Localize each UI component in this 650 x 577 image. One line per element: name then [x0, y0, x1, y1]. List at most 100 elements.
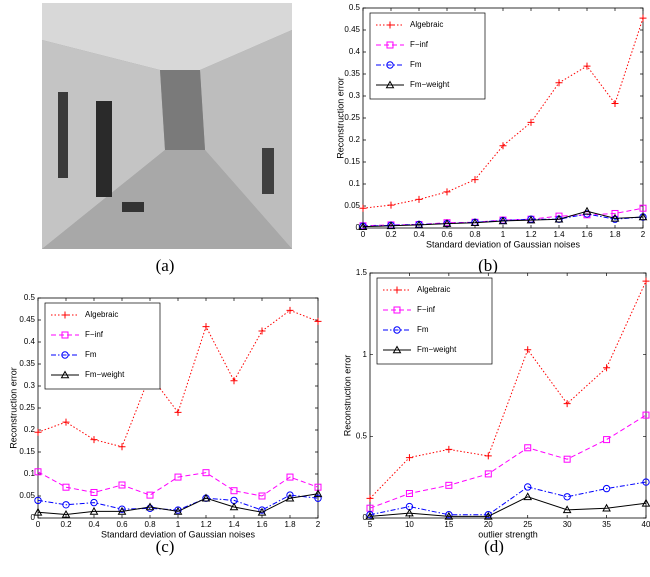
marker — [174, 473, 182, 481]
x-tick-label: 0 — [36, 520, 41, 529]
marker — [484, 452, 492, 460]
marker — [61, 311, 69, 319]
marker — [118, 505, 126, 513]
marker — [62, 418, 70, 426]
marker — [60, 370, 70, 379]
marker — [603, 364, 611, 372]
marker — [524, 483, 532, 491]
marker — [405, 454, 413, 462]
y-tick-label: 0.2 — [349, 135, 361, 144]
marker — [611, 99, 619, 107]
x-tick-label: 1.8 — [609, 230, 621, 239]
x-tick-label: 1.2 — [200, 520, 212, 529]
marker — [90, 498, 98, 507]
marker — [258, 506, 266, 514]
marker — [563, 455, 571, 463]
x-tick-label: 1 — [501, 230, 506, 239]
y-tick-label: 1 — [363, 350, 368, 359]
marker — [61, 509, 71, 518]
x-tick-label: 5 — [368, 520, 373, 529]
y-tick-label: 0.25 — [19, 403, 35, 412]
y-tick-label: 0 — [363, 513, 368, 522]
y-tick-label: 0.3 — [349, 91, 361, 100]
y-tick-label: 0.35 — [344, 69, 360, 78]
marker — [445, 481, 453, 489]
marker — [386, 21, 394, 29]
x-tick-label: 25 — [523, 520, 532, 529]
marker — [638, 212, 648, 221]
marker — [583, 62, 591, 70]
marker — [499, 142, 507, 150]
series-line — [362, 210, 644, 228]
marker — [202, 469, 210, 477]
marker — [405, 490, 413, 497]
y-tick-label: 0.15 — [19, 447, 35, 456]
y-tick-label: 0.5 — [356, 431, 368, 440]
marker — [386, 221, 396, 230]
y-tick-label: 0.25 — [344, 113, 360, 122]
y-tick-label: 0.05 — [19, 491, 35, 500]
y-tick-label: 0.45 — [344, 25, 360, 34]
marker — [173, 506, 183, 515]
series-line — [37, 493, 319, 515]
marker — [639, 204, 647, 212]
marker — [230, 487, 238, 495]
y-tick-label: 0.05 — [344, 201, 360, 210]
marker — [444, 511, 454, 520]
marker — [202, 323, 210, 331]
marker — [90, 488, 98, 496]
y-tick-label: 0 — [356, 223, 361, 232]
marker — [286, 306, 294, 314]
legend-label: Fm−weight — [410, 80, 450, 89]
y-tick-label: 0.5 — [24, 293, 36, 302]
marker — [415, 195, 423, 203]
marker — [387, 201, 395, 209]
y-axis-label: Reconstruction error — [8, 367, 18, 449]
x-tick-label: 0.4 — [88, 520, 100, 529]
marker — [258, 492, 266, 500]
legend-label: F−inf — [417, 305, 436, 314]
marker — [405, 508, 414, 517]
y-tick-label: 0.1 — [24, 469, 36, 478]
series-line — [37, 309, 319, 448]
y-tick-label: 0.1 — [349, 179, 361, 188]
legend-label: Algebraic — [85, 310, 118, 319]
y-tick-label: 1.5 — [356, 268, 368, 277]
marker — [146, 491, 154, 499]
marker — [385, 80, 395, 89]
x-tick-label: 35 — [602, 520, 611, 529]
legend-label: Fm−weight — [85, 370, 125, 379]
marker — [62, 501, 70, 509]
x-tick-label: 2 — [641, 230, 646, 239]
x-axis-label: Standard deviation of Gaussian noises — [426, 239, 581, 249]
x-axis-label: Standard deviation of Gaussian noises — [101, 529, 256, 539]
marker — [174, 408, 182, 416]
marker — [386, 61, 394, 69]
caption: (c) — [156, 537, 175, 556]
marker — [524, 346, 532, 354]
marker — [34, 496, 42, 505]
marker — [286, 473, 294, 481]
marker — [392, 345, 402, 354]
marker — [642, 478, 650, 486]
marker — [642, 277, 650, 285]
x-tick-label: 15 — [444, 520, 453, 529]
x-tick-label: 1.6 — [256, 520, 268, 529]
caption: (b) — [478, 256, 498, 275]
x-tick-label: 20 — [484, 520, 493, 529]
legend-label: Algebraic — [410, 20, 443, 29]
marker — [393, 286, 401, 294]
y-axis-label: Reconstruction error — [335, 77, 345, 159]
legend-label: Fm — [85, 350, 97, 359]
legend-label: Algebraic — [417, 285, 450, 294]
series-line — [369, 280, 647, 499]
marker — [639, 14, 647, 22]
x-tick-label: 1.4 — [228, 520, 240, 529]
x-axis-label: outlier strength — [478, 529, 538, 539]
marker — [611, 215, 619, 223]
x-tick-label: 0.6 — [116, 520, 128, 529]
marker — [118, 481, 126, 489]
marker — [603, 436, 611, 444]
marker — [524, 444, 532, 452]
